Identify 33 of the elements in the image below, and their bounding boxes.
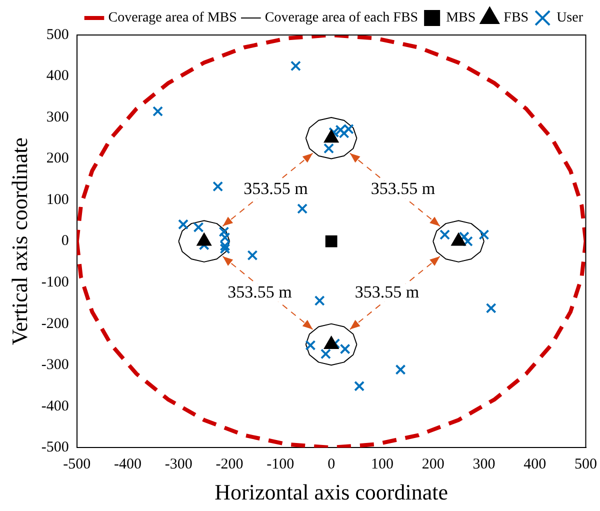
legend-label: Coverage area of MBS [108, 10, 237, 26]
y-tick-label: 500 [46, 26, 69, 43]
y-axis-title: Vertical axis coordinate [6, 137, 32, 346]
x-tick-label: 100 [370, 456, 394, 473]
y-tick-label: 100 [46, 192, 69, 208]
annotation: 353.55 m [228, 282, 292, 302]
y-tick-label: 0 [61, 233, 69, 250]
x-tick-label: -100 [266, 456, 294, 473]
y-tick-label: -500 [41, 440, 69, 456]
y-tick-label: -100 [41, 274, 69, 290]
legend-label: User [556, 10, 584, 26]
x-tick-label: 0 [328, 456, 336, 473]
x-tick-label: -200 [216, 456, 244, 473]
x-tick-label: 300 [472, 456, 496, 473]
x-tick-label: 400 [524, 456, 546, 473]
annotation: 353.55 m [370, 179, 436, 198]
y-tick-label: 300 [46, 109, 69, 126]
x-tick-label: -300 [164, 456, 192, 473]
y-tick-label: -300 [41, 357, 69, 374]
x-axis-title: Horizontal axis coordinate [214, 480, 448, 505]
y-tick-label: -400 [41, 398, 69, 414]
y-tick-label: 200 [46, 150, 69, 167]
legend-label: FBS [504, 10, 529, 26]
legend-label: Coverage area of each FBS [264, 10, 418, 26]
y-tick-label: 400 [46, 68, 69, 84]
annotation: 353.55 m [354, 282, 420, 302]
x-tick-label: -400 [114, 456, 142, 473]
x-tick-label: 500 [574, 456, 597, 473]
annotation: 353.55 m [244, 179, 308, 198]
y-tick-label: -200 [41, 316, 69, 332]
legend-label: MBS [446, 10, 476, 26]
x-tick-label: -500 [63, 456, 91, 473]
x-tick-label: 200 [422, 456, 444, 473]
